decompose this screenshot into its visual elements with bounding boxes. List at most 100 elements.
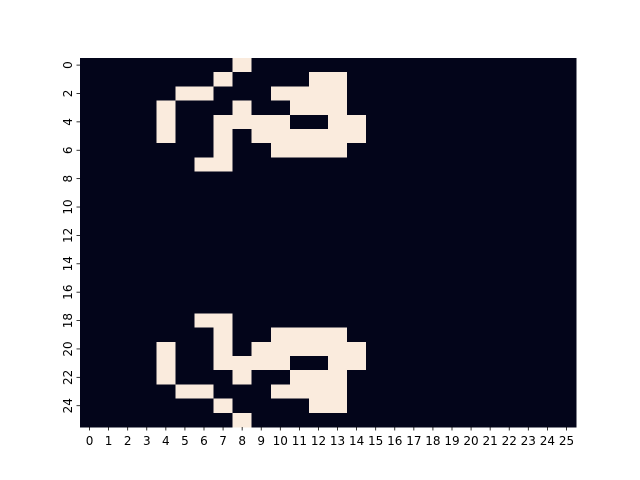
heatmap-cell (328, 228, 348, 244)
heatmap-cell (442, 313, 463, 329)
heatmap-cell (289, 341, 310, 357)
heatmap-cell (232, 341, 253, 357)
heatmap-cell (289, 356, 310, 371)
heatmap-cell (289, 100, 310, 116)
heatmap-cell (137, 72, 157, 87)
y-tick-label: 10 (61, 199, 75, 214)
heatmap-cell (213, 285, 234, 300)
heatmap-cell (213, 228, 234, 244)
heatmap-cell (556, 100, 577, 116)
heatmap-cell (518, 327, 539, 343)
heatmap-cell (137, 157, 157, 173)
heatmap-cell (308, 86, 329, 102)
heatmap-cell (251, 228, 272, 244)
x-tick-label: 12 (311, 434, 326, 448)
heatmap-cell (385, 72, 405, 87)
heatmap-cell (194, 199, 215, 215)
heatmap-cell (537, 341, 558, 357)
heatmap-cell (404, 313, 424, 329)
heatmap-cell (328, 285, 348, 300)
heatmap-cell (442, 256, 463, 272)
heatmap-cell (442, 199, 463, 215)
y-tick-label: 8 (61, 175, 75, 183)
heatmap-cell (385, 58, 405, 73)
y-tick-label: 12 (61, 228, 75, 243)
heatmap-cell (556, 341, 577, 357)
heatmap-cell (404, 114, 424, 130)
heatmap-cell (556, 86, 577, 102)
heatmap-cell (499, 242, 520, 258)
heatmap-cell (270, 58, 291, 73)
heatmap-cell (308, 114, 329, 130)
heatmap-cell (175, 199, 196, 215)
heatmap-cell (175, 171, 196, 187)
heatmap-cell (270, 228, 291, 244)
heatmap-cell (194, 128, 215, 144)
heatmap-cell (537, 214, 558, 229)
heatmap-cell (347, 157, 367, 173)
heatmap-cell (308, 242, 329, 258)
heatmap-cell (194, 58, 215, 73)
heatmap-cell (251, 100, 272, 116)
heatmap-cell (556, 128, 577, 144)
heatmap-cell (385, 228, 405, 244)
heatmap-cell (442, 270, 463, 286)
heatmap-cell (308, 171, 329, 187)
heatmap-cell (537, 86, 558, 102)
heatmap-cell (537, 370, 558, 386)
heatmap-cell (213, 256, 234, 272)
heatmap-cell (251, 185, 272, 201)
heatmap-cell (347, 171, 367, 187)
heatmap-cell (461, 256, 482, 272)
heatmap-cell (537, 114, 558, 130)
heatmap-cell (404, 72, 424, 87)
heatmap-cell (423, 114, 444, 130)
heatmap-cell (404, 285, 424, 300)
heatmap-cell (232, 72, 253, 87)
heatmap-cell (537, 327, 558, 343)
heatmap-cell (118, 412, 138, 428)
heatmap-cell (480, 185, 501, 201)
heatmap-cell (270, 171, 291, 187)
heatmap-cell (556, 285, 577, 300)
heatmap-cell (442, 370, 463, 386)
heatmap-cell (251, 270, 272, 286)
heatmap-cell (99, 398, 119, 414)
y-tick-label: 2 (61, 90, 75, 98)
heatmap-cell (328, 398, 348, 414)
heatmap-cell (194, 214, 215, 229)
heatmap-cell (423, 185, 444, 201)
heatmap-cell (499, 398, 520, 414)
heatmap-cell (270, 114, 291, 130)
heatmap-cell (537, 185, 558, 201)
heatmap-cell (556, 370, 577, 386)
heatmap-cell (385, 341, 405, 357)
heatmap-cell (518, 412, 539, 428)
heatmap-cell (213, 58, 234, 73)
heatmap-cell (347, 398, 367, 414)
heatmap-cell (289, 58, 310, 73)
heatmap-cell (118, 341, 138, 357)
heatmap-cell (213, 299, 234, 315)
heatmap-cell (499, 100, 520, 116)
heatmap-cell (118, 72, 138, 87)
heatmap-cell (404, 327, 424, 343)
heatmap-cell (518, 58, 539, 73)
heatmap-cell (137, 299, 157, 315)
heatmap-cell (461, 299, 482, 315)
heatmap-cell (118, 86, 138, 102)
heatmap-cell (480, 100, 501, 116)
heatmap-cell (499, 327, 520, 343)
heatmap-cell (366, 185, 386, 201)
heatmap-cell (499, 313, 520, 329)
heatmap-cell (137, 114, 157, 130)
heatmap-cell (270, 72, 291, 87)
heatmap-cell (480, 299, 501, 315)
x-tick-label: 8 (238, 434, 246, 448)
heatmap-cell (137, 185, 157, 201)
heatmap-cell (213, 171, 234, 187)
heatmap-cell (385, 384, 405, 400)
heatmap-cell (156, 299, 176, 315)
heatmap-cell (118, 228, 138, 244)
heatmap-cell (156, 228, 176, 244)
